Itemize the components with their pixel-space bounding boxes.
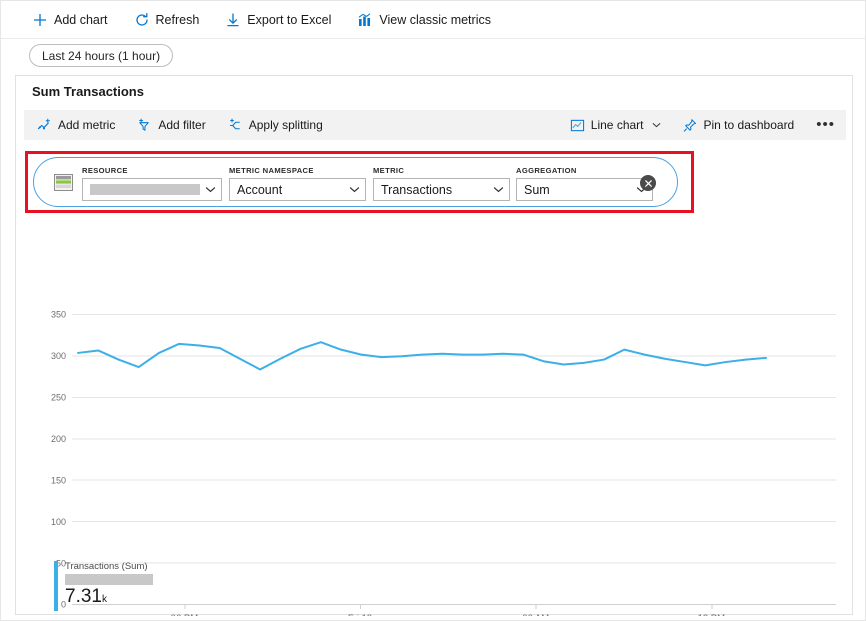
y-axis-labels: 0 50 100 150 200 250 300 350 — [51, 310, 66, 610]
view-classic-metrics-label: View classic metrics — [379, 12, 491, 27]
chevron-down-icon — [348, 183, 361, 196]
pin-to-dashboard-label: Pin to dashboard — [703, 118, 795, 132]
field-metric-namespace: METRIC NAMESPACE Account — [229, 166, 366, 201]
x-axis-tick-label: 12 PM — [698, 613, 726, 616]
apply-splitting-label: Apply splitting — [248, 118, 323, 132]
chevron-down-icon — [652, 120, 661, 130]
metric-selector-row: RESOURCE METRIC NAMESPACE Account — [33, 157, 678, 207]
apply-splitting-button[interactable]: Apply splitting — [225, 113, 326, 137]
legend-value-number: 7.31 — [65, 586, 102, 607]
command-bar: Add chart Refresh Export to Excel — [1, 1, 865, 39]
y-axis-tick-label: 50 — [56, 558, 66, 568]
download-icon — [225, 12, 241, 28]
resource-icon — [54, 174, 73, 191]
legend-resource-redacted — [65, 574, 153, 585]
metric-label: METRIC — [373, 166, 405, 175]
gridlines — [72, 314, 836, 605]
pin-icon — [683, 118, 698, 133]
field-aggregation: AGGREGATION Sum — [516, 166, 653, 201]
chart-type-label: Line chart — [590, 118, 644, 132]
chevron-down-icon — [204, 183, 217, 196]
y-axis-tick-label: 150 — [51, 475, 66, 485]
time-range-label: Last 24 hours (1 hour) — [42, 48, 161, 63]
legend-value: 7.31k — [65, 586, 153, 611]
time-range-picker[interactable]: Last 24 hours (1 hour) — [29, 44, 174, 67]
metric-namespace-select[interactable]: Account — [229, 178, 366, 201]
more-options-button[interactable]: ••• — [813, 113, 838, 137]
aggregation-select[interactable]: Sum — [516, 178, 653, 201]
refresh-button[interactable]: Refresh — [131, 6, 203, 34]
view-classic-metrics-button[interactable]: View classic metrics — [354, 6, 494, 34]
x-axis-labels: 06 PM Fri 19 06 AM 12 PM — [171, 604, 725, 616]
y-axis-tick-label: 100 — [51, 517, 66, 527]
y-axis-tick-label: 300 — [51, 351, 66, 361]
close-icon — [644, 179, 652, 187]
resource-select[interactable] — [82, 178, 222, 201]
apply-splitting-icon — [228, 118, 243, 133]
aggregation-label: AGGREGATION — [516, 166, 577, 175]
chart-title: Sum Transactions — [32, 84, 144, 99]
y-axis-tick-label: 200 — [51, 434, 66, 444]
metric-select[interactable]: Transactions — [373, 178, 510, 201]
add-metric-label: Add metric — [58, 118, 116, 132]
highlight-annotation — [25, 151, 694, 213]
resource-label: RESOURCE — [82, 166, 128, 175]
y-axis-tick-label: 250 — [51, 393, 66, 403]
x-axis-tick-label: Fri 19 — [348, 613, 372, 616]
add-filter-button[interactable]: Add filter — [134, 113, 208, 137]
add-metric-button[interactable]: Add metric — [34, 113, 118, 137]
legend-series-name: Transactions (Sum) — [65, 561, 148, 572]
line-chart-icon — [570, 118, 585, 133]
delete-metric-button[interactable] — [640, 175, 656, 191]
refresh-label: Refresh — [155, 12, 200, 27]
pin-to-dashboard-button[interactable]: Pin to dashboard — [680, 113, 798, 137]
chart-type-button[interactable]: Line chart — [567, 113, 664, 137]
y-axis-tick-label: 0 — [61, 600, 66, 610]
chart-toolbar: Add metric Add filter — [24, 110, 846, 140]
add-filter-icon — [137, 118, 152, 133]
y-axis-tick-label: 350 — [51, 310, 66, 320]
chart-legend[interactable]: Transactions (Sum) 7.31k — [54, 561, 153, 611]
metric-namespace-value: Account — [237, 182, 283, 197]
metric-value: Transactions — [381, 182, 453, 197]
resource-redacted-value — [90, 184, 200, 195]
line-chart-svg[interactable]: 0 50 100 150 200 250 300 350 06 PM Fri 19 06 AM 12… — [16, 221, 854, 616]
x-axis-tick-label: 06 PM — [171, 613, 199, 616]
chart-card: Sum Transactions Add metric — [15, 75, 854, 616]
export-to-excel-button[interactable]: Export to Excel — [222, 6, 334, 34]
chart-plot-area[interactable]: 0 50 100 150 200 250 300 350 06 PM Fri 19 06 AM 12… — [16, 221, 854, 616]
chevron-down-icon — [492, 183, 505, 196]
export-to-excel-label: Export to Excel — [247, 12, 332, 27]
aggregation-value: Sum — [524, 182, 550, 197]
x-axis-tick-label: 06 AM — [522, 613, 549, 616]
plus-icon — [32, 12, 48, 28]
legend-color-swatch — [54, 561, 58, 611]
time-picker-row: Last 24 hours (1 hour) — [1, 39, 865, 72]
legend-value-unit: k — [101, 594, 107, 605]
series-line-transactions — [77, 341, 767, 371]
field-resource: RESOURCE — [82, 166, 222, 201]
bar-chart-icon — [357, 12, 373, 28]
add-filter-label: Add filter — [158, 118, 206, 132]
add-metric-icon — [37, 118, 52, 133]
add-chart-label: Add chart — [54, 12, 108, 27]
more-icon: ••• — [816, 116, 835, 133]
field-metric: METRIC Transactions — [373, 166, 510, 201]
refresh-icon — [134, 12, 150, 28]
metric-namespace-label: METRIC NAMESPACE — [229, 166, 314, 175]
add-chart-button[interactable]: Add chart — [29, 6, 111, 34]
